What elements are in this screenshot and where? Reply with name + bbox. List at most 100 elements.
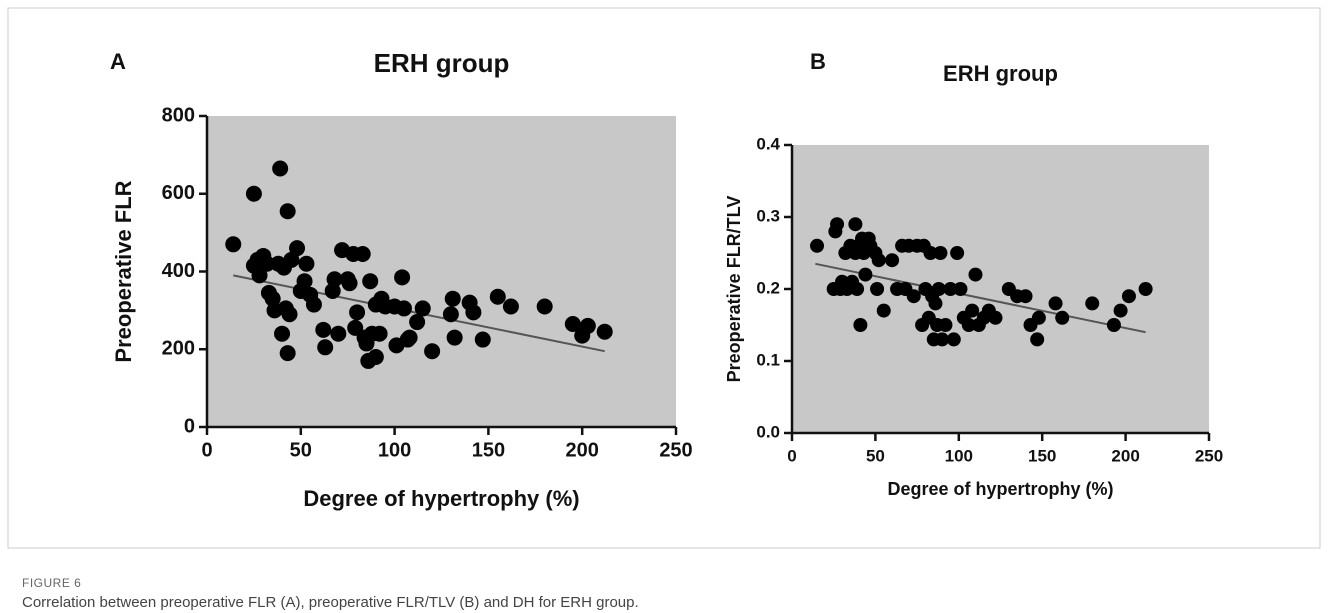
data-point [502, 298, 519, 315]
x-tick-label: 50 [290, 439, 312, 461]
data-point [489, 288, 506, 305]
data-point [935, 332, 950, 347]
x-tick-label: 250 [659, 439, 692, 461]
figure-label: FIGURE 6 [22, 576, 82, 590]
data-point [315, 321, 332, 338]
data-point [946, 332, 961, 347]
x-tick-label: 100 [378, 439, 411, 461]
data-point [830, 217, 845, 232]
caption: Correlation between preoperative FLR (A)… [22, 594, 639, 611]
data-point [414, 300, 431, 317]
data-point [885, 253, 900, 268]
data-point [923, 246, 938, 260]
data-point [938, 318, 953, 332]
data-point [272, 160, 289, 177]
data-point [362, 273, 379, 290]
data-point [409, 314, 426, 331]
y-tick-label: 0.3 [756, 206, 780, 225]
data-point [394, 269, 411, 286]
x-tick-label: 0 [787, 446, 796, 465]
figure-panels: A ERH group Degree of hypertrophy (%) Preop… [7, 7, 1321, 549]
data-point [579, 317, 596, 334]
y-tick-label: 0.0 [756, 422, 780, 441]
data-point [536, 298, 553, 315]
data-point [1018, 289, 1033, 304]
data-point [850, 282, 865, 296]
data-point [305, 296, 322, 313]
data-point [928, 296, 943, 311]
data-point [349, 304, 366, 321]
y-tick-label: 200 [162, 338, 195, 360]
x-tick-label: 50 [866, 446, 885, 465]
data-point [564, 315, 581, 332]
data-point [330, 325, 347, 342]
data-point [858, 267, 873, 282]
data-point [853, 318, 868, 332]
data-point [446, 329, 463, 346]
y-tick-label: 400 [162, 260, 195, 282]
data-point [371, 325, 388, 342]
y-tick-label: 0.1 [756, 350, 780, 369]
data-point [871, 253, 886, 268]
x-tick-label: 0 [201, 439, 212, 461]
data-point [298, 255, 315, 272]
x-tick-label: 150 [1028, 446, 1056, 465]
data-point [354, 246, 371, 263]
data-point [444, 290, 461, 307]
data-point [1031, 310, 1046, 325]
data-point [1030, 332, 1045, 347]
data-point [279, 345, 296, 362]
panel-letter: B [810, 49, 826, 74]
x-tick-label: 250 [1195, 446, 1223, 465]
x-tick-label: 150 [472, 439, 505, 461]
data-point [933, 246, 948, 260]
data-point [810, 238, 825, 253]
data-point [1106, 318, 1121, 332]
y-tick-label: 600 [162, 182, 195, 204]
data-point [245, 185, 262, 202]
data-point [279, 203, 296, 220]
data-point [259, 255, 276, 272]
chart-title: ERH group [374, 48, 510, 78]
data-point [1055, 310, 1070, 325]
data-point [931, 282, 946, 296]
data-point [296, 273, 313, 290]
data-point [465, 304, 482, 321]
data-point [876, 303, 891, 318]
data-point [367, 349, 384, 366]
data-point [1138, 282, 1153, 296]
x-tick-label: 200 [1111, 446, 1139, 465]
y-tick-label: 0 [184, 415, 195, 437]
data-point [965, 303, 980, 318]
x-tick-label: 200 [566, 439, 599, 461]
data-point [1085, 296, 1100, 311]
data-point [953, 282, 968, 296]
data-point [251, 267, 268, 284]
data-point [1113, 303, 1128, 318]
data-point [988, 310, 1003, 325]
x-axis-label: Degree of hypertrophy (%) [303, 486, 579, 511]
data-point [968, 267, 983, 282]
panel-letter: A [110, 49, 126, 74]
x-axis-label: Degree of hypertrophy (%) [887, 479, 1113, 499]
data-point [950, 246, 965, 260]
data-point [326, 271, 343, 288]
data-point [906, 289, 921, 304]
data-point [943, 282, 958, 296]
data-point [1121, 289, 1136, 304]
data-point [225, 236, 242, 253]
data-point [401, 329, 418, 346]
y-axis-label: Preoperative FLR/TLV [724, 196, 744, 383]
data-point [596, 323, 613, 340]
data-point [1048, 296, 1063, 311]
y-axis-label: Preoperative FLR [111, 180, 136, 362]
data-point [848, 217, 863, 232]
data-point [870, 282, 885, 296]
y-tick-label: 0.4 [756, 134, 780, 153]
chart-title: ERH group [943, 61, 1058, 86]
data-point [274, 325, 291, 342]
data-point [395, 300, 412, 317]
x-tick-label: 100 [945, 446, 973, 465]
data-point [442, 306, 459, 323]
